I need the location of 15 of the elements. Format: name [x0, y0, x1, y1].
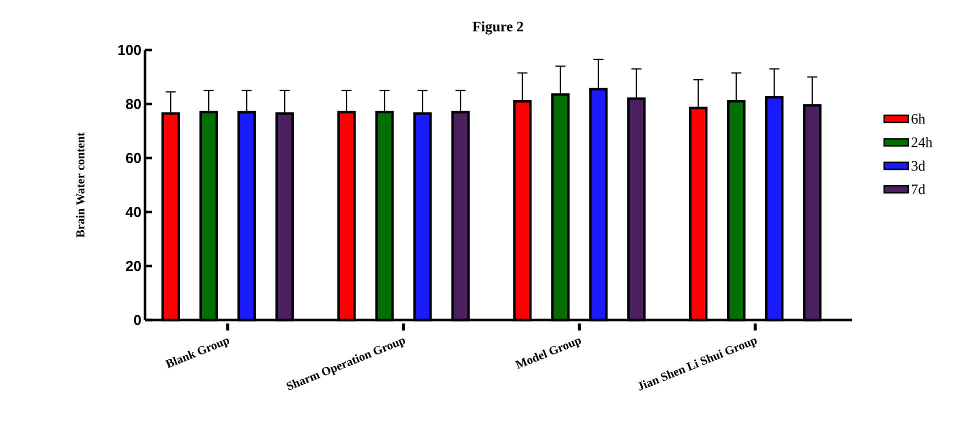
- x-tick-label: Jian Shen Li Shui Group: [638, 338, 757, 391]
- legend-label: 24h: [912, 137, 932, 148]
- x-tick-label: Blank Group: [165, 338, 230, 368]
- chart-title: Figure 2: [472, 21, 524, 34]
- y-tick-label: 40: [126, 206, 141, 218]
- x-tick-label: Model Group: [514, 338, 581, 369]
- y-tick-label: 20: [126, 260, 141, 272]
- y-tick-label: 60: [126, 152, 141, 164]
- legend-label: 6h: [912, 114, 926, 124]
- legend-label: 3d: [912, 160, 926, 171]
- y-tick-label: 0: [134, 314, 141, 326]
- y-tick-label: 100: [118, 44, 141, 56]
- y-tick-label: 80: [126, 98, 141, 110]
- y-axis-title: Brain Water content: [76, 132, 84, 238]
- legend-label: 7d: [912, 184, 926, 194]
